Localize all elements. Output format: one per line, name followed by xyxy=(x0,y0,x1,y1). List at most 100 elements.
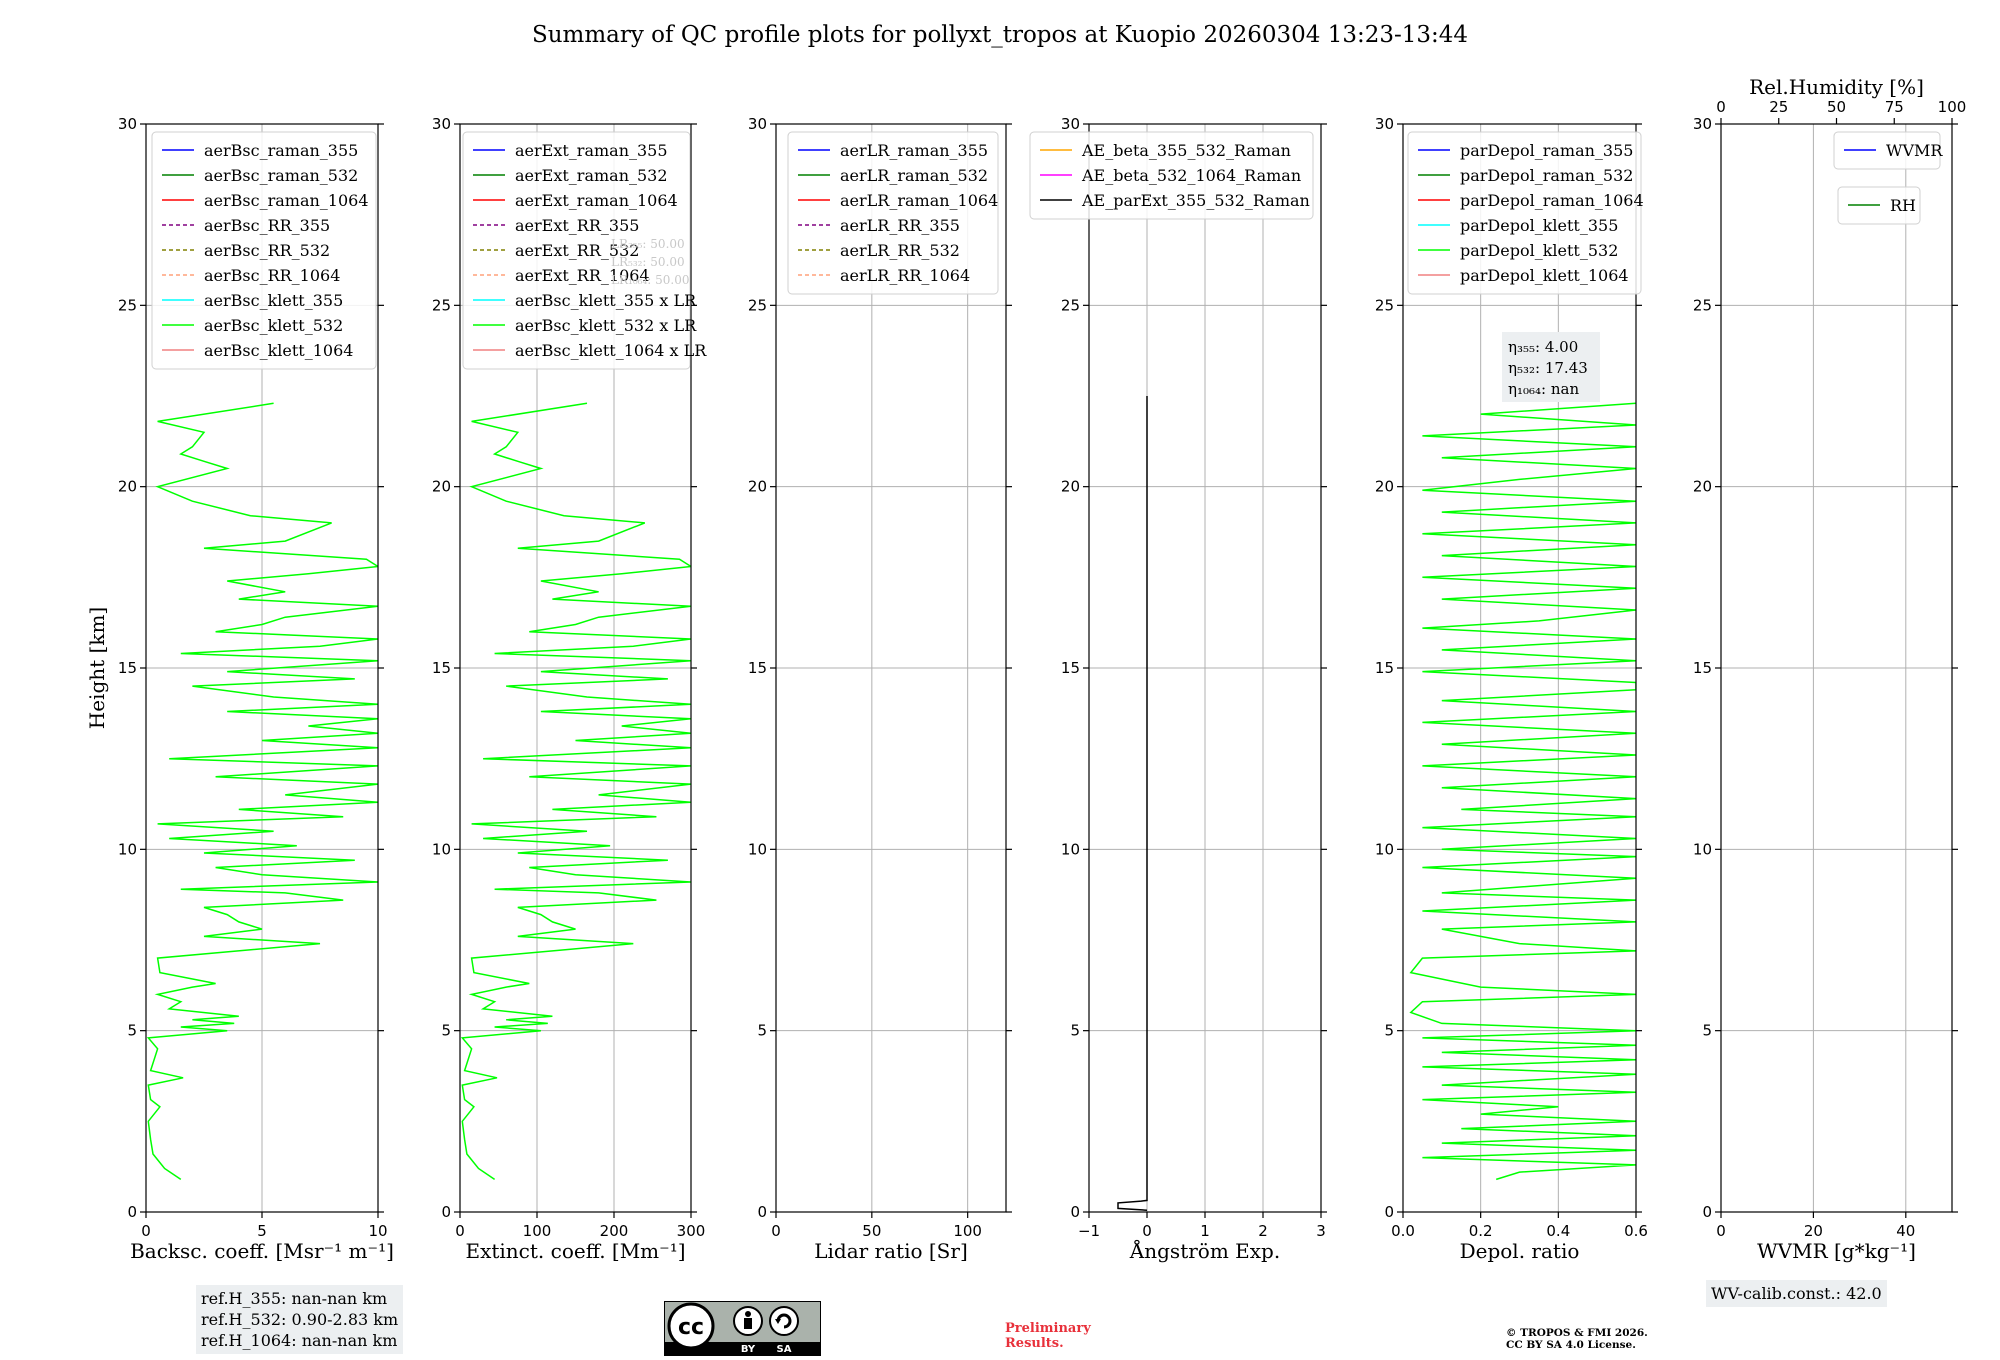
copyright-note: © TROPOS & FMI 2026. CC BY SA 4.0 Licens… xyxy=(1506,1327,1648,1351)
legend-box: WVMR xyxy=(1833,131,1943,170)
xaxis-label: Backsc. coeff. [Msr⁻¹ m⁻¹] xyxy=(130,1239,394,1263)
xtick-label: 1 xyxy=(1200,1222,1210,1240)
svg-text:cc: cc xyxy=(678,1315,704,1340)
legend-label: parDepol_raman_532 xyxy=(1460,166,1633,185)
ytick-label: 20 xyxy=(748,478,767,496)
top-xtick-label: 75 xyxy=(1885,98,1904,116)
legend-frame xyxy=(151,131,377,370)
ytick-label: 5 xyxy=(1070,1022,1080,1040)
ytick-label: 15 xyxy=(118,659,137,677)
ytick-label: 10 xyxy=(1693,840,1712,858)
legend-frame xyxy=(787,131,999,295)
top-xtick-label: 100 xyxy=(1938,98,1967,116)
legend-label: aerLR_RR_532 xyxy=(840,241,960,260)
cc-license-badge[interactable]: cc BY SA xyxy=(664,1301,821,1356)
yaxis-label: Height [km] xyxy=(85,607,109,729)
ytick-label: 25 xyxy=(1061,296,1080,314)
xtick-label: 2 xyxy=(1258,1222,1268,1240)
xtick-label: 20 xyxy=(1804,1222,1823,1240)
xtick-label: 5 xyxy=(257,1222,267,1240)
legend-frame xyxy=(1029,131,1314,220)
ytick-label: 30 xyxy=(118,115,137,133)
legend-label: aerBsc_klett_532 xyxy=(204,316,343,335)
ytick-label: 30 xyxy=(1061,115,1080,133)
legend-label: parDepol_raman_355 xyxy=(1460,141,1633,160)
xtick-label: 0 xyxy=(455,1222,465,1240)
xtick-label: 0.0 xyxy=(1391,1222,1415,1240)
series-line-parDepol_klett_532 xyxy=(1409,402,1636,1181)
panel-depol: 0 5 10 15 20 25 30 0.0 0.2 0.4 0.6 Depol. ratio parD… xyxy=(1375,115,1648,1263)
ref-height-532: ref.H_532: 0.90-2.83 km xyxy=(201,1310,399,1329)
xtick-label: 0.2 xyxy=(1469,1222,1493,1240)
ytick-label: 5 xyxy=(127,1022,137,1040)
legend-box: AE_beta_355_532_Raman AE_beta_532_1064_Ra… xyxy=(1029,131,1314,220)
ytick-label: 15 xyxy=(432,659,451,677)
xtick-label: 0.4 xyxy=(1546,1222,1570,1240)
ytick-label: 25 xyxy=(432,296,451,314)
top-xtick-label: 0 xyxy=(1716,98,1726,116)
legend-frame xyxy=(1407,131,1642,295)
top-axis-label: Rel.Humidity [%] xyxy=(1749,75,1924,99)
cc-icon xyxy=(667,1302,715,1350)
legend-label: AE_parExt_355_532_Raman xyxy=(1081,191,1310,210)
legend-label: aerLR_RR_355 xyxy=(840,216,960,235)
legend-label: aerLR_raman_532 xyxy=(840,166,988,185)
ytick-label: 5 xyxy=(1384,1022,1394,1040)
legend-label: aerBsc_klett_355 xyxy=(204,291,343,310)
series-line-aerBsc_klett_532 xyxy=(146,402,378,1181)
legend-label: aerBsc_RR_1064 xyxy=(204,266,340,285)
legend-frame xyxy=(462,131,691,370)
xtick-label: 0 xyxy=(141,1222,151,1240)
xtick-label: 100 xyxy=(953,1222,982,1240)
top-xtick-label: 25 xyxy=(1769,98,1788,116)
ref-height-355: ref.H_355: nan-nan km xyxy=(201,1289,388,1308)
xtick-label: −1 xyxy=(1078,1222,1100,1240)
xaxis-label: Depol. ratio xyxy=(1460,1239,1580,1263)
cc-sa-label: SA xyxy=(777,1344,792,1355)
legend-frame xyxy=(1833,131,1941,170)
copyright-line-1: © TROPOS & FMI 2026. xyxy=(1506,1327,1648,1339)
ytick-label: 5 xyxy=(757,1022,767,1040)
ytick-label: 0 xyxy=(757,1203,767,1221)
ytick-label: 0 xyxy=(441,1203,451,1221)
legend-label: aerBsc_RR_532 xyxy=(204,241,330,260)
xaxis-label: Lidar ratio [Sr] xyxy=(814,1239,968,1263)
wv-calib-box: WV-calib.const.: 42.0 xyxy=(1706,1280,1887,1307)
xtick-label: 40 xyxy=(1896,1222,1915,1240)
ref-height-1064: ref.H_1064: nan-nan km xyxy=(201,1331,398,1350)
ytick-label: 5 xyxy=(441,1022,451,1040)
legend-label: parDepol_raman_1064 xyxy=(1460,191,1644,210)
legend-label: RH xyxy=(1890,196,1916,215)
legend-label: aerBsc_klett_532 x LR xyxy=(515,316,697,335)
ytick-label: 10 xyxy=(748,840,767,858)
xtick-label: 0 xyxy=(1716,1222,1726,1240)
legend-label: WVMR xyxy=(1886,141,1943,160)
series-line-aerBsc_klett_532 x LR xyxy=(460,402,691,1181)
ytick-label: 15 xyxy=(1061,659,1080,677)
xtick-label: 0.6 xyxy=(1624,1222,1648,1240)
legend-label: aerBsc_klett_1064 x LR xyxy=(515,341,707,360)
ref-height-box: ref.H_355: nan-nan km ref.H_532: 0.90-2.… xyxy=(196,1285,404,1354)
xaxis-label: Ångström Exp. xyxy=(1129,1238,1280,1263)
sa-share-icon xyxy=(769,1306,799,1336)
legend-label: parDepol_klett_1064 xyxy=(1460,266,1629,285)
ytick-label: 25 xyxy=(1693,296,1712,314)
lr-annotation: LR₁₀₆₄: 50.00 xyxy=(611,273,689,287)
xtick-label: 10 xyxy=(368,1222,387,1240)
ytick-label: 10 xyxy=(432,840,451,858)
legend-label: aerExt_raman_532 xyxy=(515,166,668,185)
ytick-label: 30 xyxy=(432,115,451,133)
legend-label: aerBsc_raman_532 xyxy=(204,166,358,185)
ytick-label: 0 xyxy=(127,1203,137,1221)
legend-label: AE_beta_532_1064_Raman xyxy=(1081,166,1301,185)
legend-label: aerExt_RR_1064 xyxy=(515,266,650,285)
legend-label: aerBsc_raman_355 xyxy=(204,141,358,160)
legend-label: AE_beta_355_532_Raman xyxy=(1081,141,1291,160)
cc-by-label: BY xyxy=(741,1344,756,1355)
eta-box xyxy=(1502,332,1600,402)
ytick-label: 20 xyxy=(1693,478,1712,496)
xtick-label: 50 xyxy=(862,1222,881,1240)
